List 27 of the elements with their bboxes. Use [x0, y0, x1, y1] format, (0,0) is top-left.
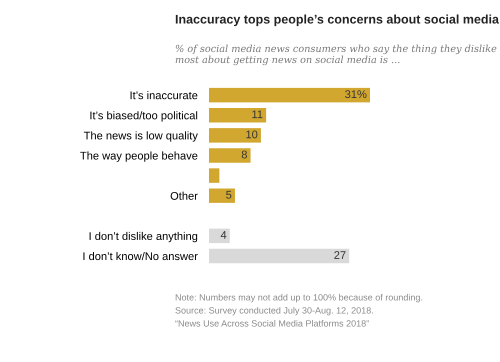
y-tick-label: I don’t know/No answer — [83, 252, 198, 260]
source-note: Source: Survey conducted July 30-Aug. 12, 2018. — [175, 306, 373, 316]
data-label: 10 — [246, 130, 258, 138]
data-label: 5 — [226, 190, 232, 199]
y-tick-label: It’s inaccurate — [130, 91, 198, 100]
bar — [209, 148, 251, 163]
bar — [209, 168, 220, 183]
bar — [209, 128, 261, 143]
bar — [209, 228, 230, 244]
data-label: 11 — [252, 110, 262, 118]
text: Note: Numbers may not add up to 100% because of rounding. — [176, 294, 422, 302]
text: “News Use Across Social Media Platforms 2018” — [175, 320, 369, 327]
bar — [209, 88, 370, 102]
data-label: 4 — [220, 231, 226, 239]
bar — [209, 248, 350, 264]
y-tick-label: It’s biased/too political — [90, 111, 198, 122]
bar — [209, 188, 235, 203]
bar — [209, 108, 266, 122]
data-label: 8 — [242, 150, 247, 158]
data-label: 27 — [334, 251, 346, 259]
y-tick-label: The news is low quality — [84, 131, 198, 142]
y-tick-label: Other — [170, 192, 198, 200]
data-label: 31% — [345, 90, 366, 98]
chart-title: Inaccuracy tops people’s concerns about social media — [176, 14, 500, 26]
y-tick-label: The way people behave — [80, 151, 198, 162]
y-tick-label: I don’t dislike anything — [90, 232, 198, 242]
chart-subtitle: % of social media news consumers who say the thing they dislike most about getting news on social media is ... — [176, 44, 496, 66]
